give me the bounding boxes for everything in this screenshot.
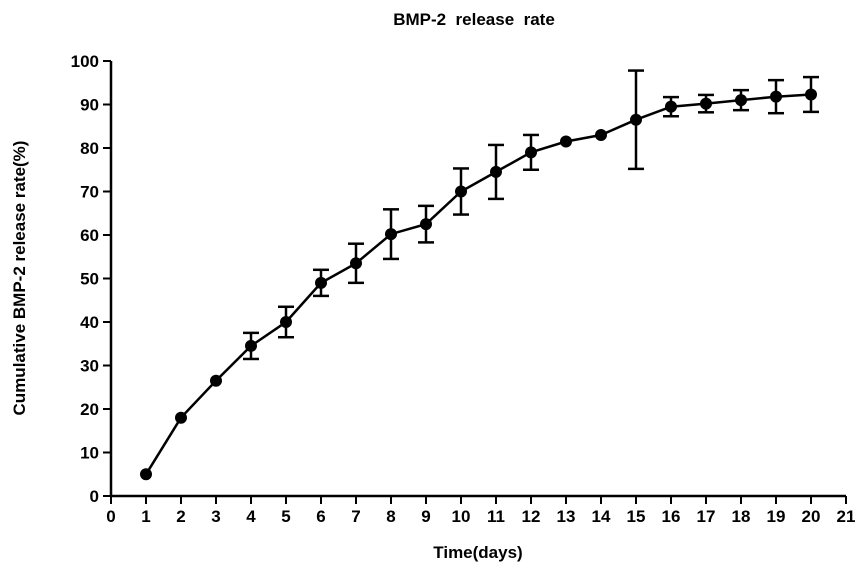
series-line <box>144 93 812 475</box>
data-point <box>385 228 397 241</box>
x-tick-label: 12 <box>522 507 541 526</box>
y-tick-label: 0 <box>90 487 99 506</box>
x-tick-label: 5 <box>281 507 290 526</box>
y-tick-label: 70 <box>80 183 99 202</box>
y-tick-label: 60 <box>80 226 99 245</box>
x-tick-label: 16 <box>662 507 681 526</box>
series-layer <box>140 69 819 481</box>
data-point <box>805 88 817 101</box>
x-tick-label: 20 <box>802 507 821 526</box>
x-tick-label: 13 <box>557 507 576 526</box>
chart-title: BMP-2 release rate <box>393 10 555 29</box>
x-tick-label: 9 <box>421 507 430 526</box>
y-tick-label: 20 <box>80 400 99 419</box>
data-point <box>490 165 502 178</box>
x-tick-label: 1 <box>141 507 150 526</box>
data-point <box>455 185 467 198</box>
data-point <box>700 97 712 110</box>
x-tick-label: 8 <box>386 507 395 526</box>
data-point <box>525 146 537 159</box>
x-tick-label: 6 <box>316 507 325 526</box>
x-axis-label: Time(days) <box>433 543 522 562</box>
data-point <box>735 94 747 107</box>
y-tick-label: 10 <box>80 444 99 463</box>
x-tick-label: 7 <box>351 507 360 526</box>
x-tick-label: 15 <box>627 507 646 526</box>
x-tick-label: 11 <box>487 507 505 526</box>
data-point <box>770 90 782 103</box>
data-point <box>420 218 432 231</box>
y-axis-label: Cumulative BMP-2 release rate(%) <box>10 141 29 416</box>
data-point <box>595 128 607 141</box>
y-tick-label: 80 <box>80 139 99 158</box>
x-tick-label: 19 <box>767 507 786 526</box>
data-point <box>140 468 152 481</box>
x-tick-label: 0 <box>106 507 115 526</box>
x-tick-label: 3 <box>211 507 220 526</box>
data-point <box>630 113 642 126</box>
y-tick-label: 90 <box>80 96 99 115</box>
data-point <box>350 257 362 270</box>
x-tick-label: 18 <box>732 507 751 526</box>
data-point <box>210 374 222 387</box>
data-point <box>560 135 572 148</box>
data-point <box>315 276 327 289</box>
y-tick-label: 30 <box>80 357 99 376</box>
data-point <box>665 100 677 113</box>
data-point <box>175 411 187 424</box>
x-tick-label: 14 <box>592 507 611 526</box>
x-tick-label: 10 <box>452 507 471 526</box>
x-tick-label: 21 <box>837 507 856 526</box>
y-tick-label: 50 <box>80 270 99 289</box>
x-tick-label: 4 <box>246 507 256 526</box>
y-tick-label: 40 <box>80 313 99 332</box>
y-tick-label: 100 <box>71 52 99 71</box>
x-tick-label: 17 <box>697 507 716 526</box>
x-tick-label: 2 <box>176 507 185 526</box>
data-point <box>245 339 257 352</box>
data-point <box>280 316 292 328</box>
